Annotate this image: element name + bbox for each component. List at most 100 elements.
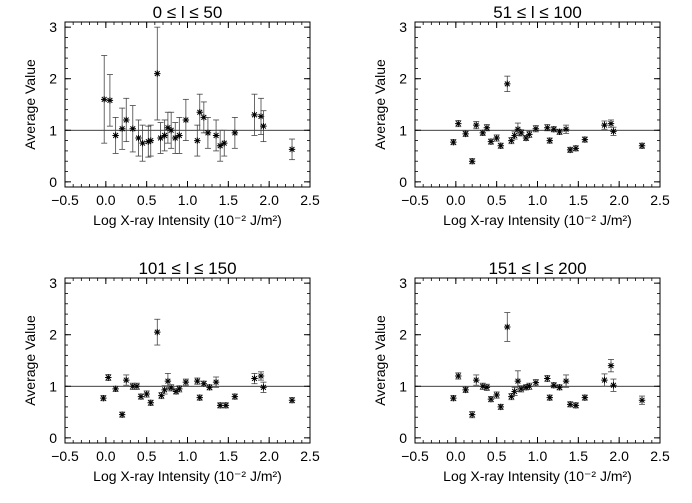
data-point bbox=[194, 137, 201, 144]
y-axis-label: Average Value bbox=[372, 59, 388, 150]
data-point bbox=[566, 146, 574, 154]
data-point bbox=[546, 137, 553, 144]
data-point bbox=[607, 362, 615, 369]
data-point bbox=[514, 377, 522, 385]
data-point bbox=[544, 124, 551, 131]
data-point bbox=[473, 121, 480, 129]
y-tick-label: 3 bbox=[49, 19, 57, 35]
data-point bbox=[511, 132, 518, 139]
x-tick-label: 0.0 bbox=[96, 192, 116, 208]
data-point bbox=[532, 125, 540, 132]
x-tick-label: 2.0 bbox=[609, 448, 629, 464]
x-tick-label: 2.5 bbox=[650, 192, 670, 208]
x-tick-label: −0.5 bbox=[401, 192, 429, 208]
data-point bbox=[164, 124, 172, 131]
data-point bbox=[581, 136, 589, 143]
data-point bbox=[212, 132, 220, 139]
data-point bbox=[216, 142, 224, 149]
x-tick-label: 2.0 bbox=[609, 192, 629, 208]
data-point bbox=[462, 386, 469, 394]
data-point bbox=[455, 120, 462, 127]
data-point bbox=[532, 379, 540, 386]
data-point bbox=[487, 138, 495, 145]
y-tick-label: 0 bbox=[49, 430, 57, 446]
data-point bbox=[546, 394, 553, 401]
data-point bbox=[204, 129, 212, 137]
x-tick-label: 2.5 bbox=[300, 192, 320, 208]
plot-frame bbox=[414, 277, 661, 444]
data-point bbox=[101, 96, 108, 103]
data-point bbox=[172, 388, 180, 395]
panel-101-150: 101 ≤ l ≤ 150 Average Value Log X-ray In… bbox=[22, 259, 320, 484]
x-axis-label: Log X-ray Intensity (10⁻² J/m²) bbox=[93, 212, 282, 228]
data-point bbox=[167, 127, 175, 134]
data-point bbox=[473, 376, 480, 384]
x-tick-label: 1.0 bbox=[528, 448, 548, 464]
x-tick-label: −0.5 bbox=[401, 448, 429, 464]
data-point bbox=[610, 382, 617, 389]
y-axis-label: Average Value bbox=[372, 315, 388, 406]
x-tick-label: 1.0 bbox=[528, 192, 548, 208]
x-tick-label: −0.5 bbox=[51, 192, 79, 208]
data-point bbox=[251, 111, 258, 119]
plot-frame bbox=[64, 21, 311, 188]
data-point bbox=[260, 384, 267, 391]
data-point bbox=[118, 411, 126, 418]
data-point bbox=[638, 397, 646, 404]
data-point bbox=[143, 390, 150, 398]
data-point bbox=[462, 130, 469, 138]
panel-title: 101 ≤ l ≤ 150 bbox=[138, 259, 236, 278]
data-point bbox=[526, 131, 533, 138]
data-point bbox=[517, 129, 525, 137]
data-point bbox=[508, 137, 515, 144]
data-point bbox=[257, 113, 265, 120]
data-point bbox=[288, 397, 296, 404]
panel-title: 0 ≤ l ≤ 50 bbox=[153, 3, 223, 22]
data-point bbox=[196, 394, 203, 401]
data-point bbox=[100, 394, 107, 402]
plot-frame bbox=[414, 21, 661, 188]
data-point bbox=[105, 374, 112, 381]
data-point bbox=[231, 129, 239, 137]
y-tick-label: 3 bbox=[399, 19, 407, 35]
data-point bbox=[182, 378, 190, 386]
data-point bbox=[106, 97, 114, 104]
data-point bbox=[544, 375, 551, 382]
data-point bbox=[468, 411, 476, 418]
y-tick-label: 2 bbox=[399, 71, 407, 87]
data-point bbox=[194, 377, 201, 385]
panel-51-100: 51 ≤ l ≤ 100 Average Value Log X-ray Int… bbox=[372, 3, 670, 228]
x-axis-label: Log X-ray Intensity (10⁻² J/m²) bbox=[443, 212, 632, 228]
x-axis-label: Log X-ray Intensity (10⁻² J/m²) bbox=[443, 468, 632, 484]
x-tick-label: 0.5 bbox=[137, 448, 157, 464]
x-tick-label: 1.5 bbox=[569, 448, 589, 464]
data-point bbox=[479, 129, 486, 137]
data-point bbox=[508, 393, 515, 400]
data-point bbox=[504, 80, 511, 88]
y-tick-label: 2 bbox=[399, 327, 407, 343]
data-point bbox=[288, 146, 296, 153]
data-point bbox=[514, 126, 522, 133]
data-point bbox=[522, 384, 530, 391]
data-point bbox=[607, 120, 615, 127]
data-point bbox=[164, 377, 172, 385]
x-tick-label: 0.0 bbox=[96, 448, 116, 464]
data-point bbox=[556, 384, 563, 391]
data-point bbox=[562, 126, 570, 133]
data-point bbox=[133, 383, 141, 390]
y-tick-label: 3 bbox=[399, 275, 407, 291]
data-point bbox=[450, 138, 457, 146]
y-tick-label: 0 bbox=[399, 430, 407, 446]
x-tick-label: 2.0 bbox=[259, 448, 279, 464]
x-tick-label: 1.0 bbox=[178, 192, 198, 208]
data-point bbox=[497, 403, 504, 411]
data-point bbox=[572, 402, 580, 409]
x-tick-label: 0.0 bbox=[446, 448, 466, 464]
y-tick-label: 1 bbox=[399, 122, 407, 138]
panel-title: 151 ≤ l ≤ 200 bbox=[488, 259, 586, 278]
data-point bbox=[260, 122, 267, 130]
data-point bbox=[483, 384, 491, 391]
data-point bbox=[526, 383, 533, 390]
x-tick-label: −0.5 bbox=[51, 448, 79, 464]
panel-0-50: 0 ≤ l ≤ 50 Average Value Log X-ray Inten… bbox=[22, 3, 320, 228]
